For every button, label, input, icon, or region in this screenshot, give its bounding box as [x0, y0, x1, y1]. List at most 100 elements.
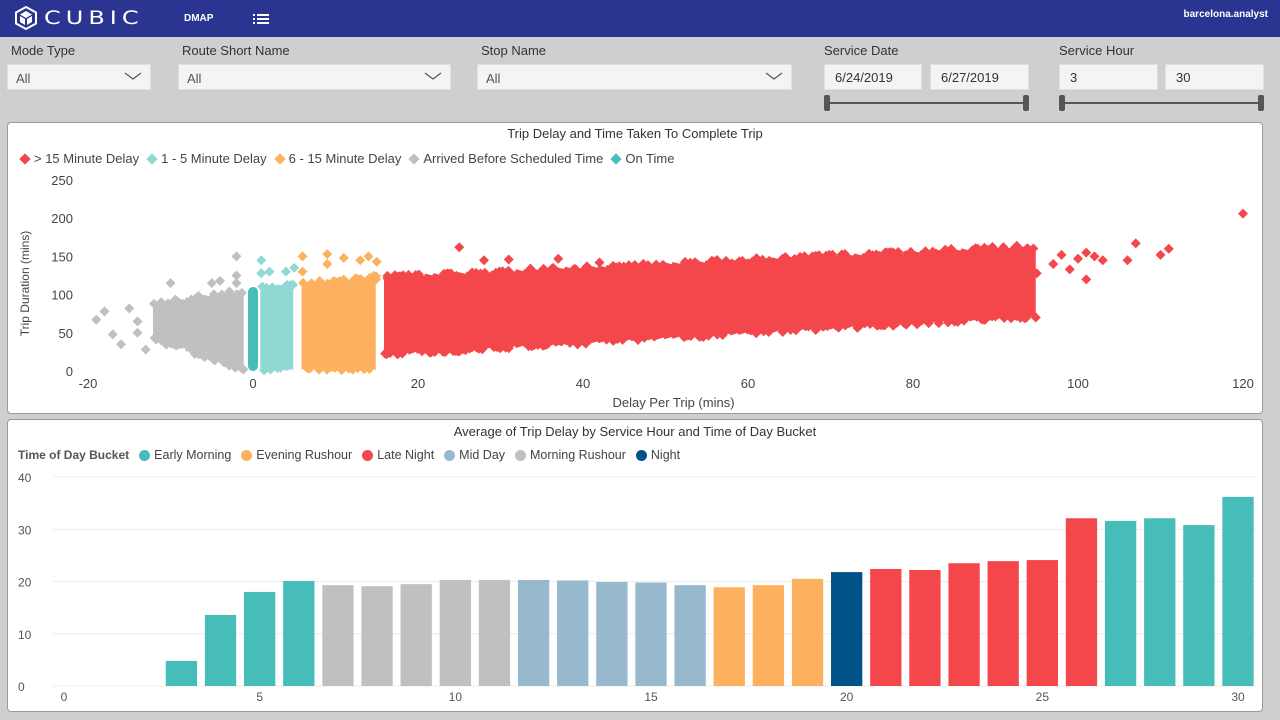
scatter-point[interactable]: [132, 327, 143, 338]
scatter-point[interactable]: [988, 246, 999, 257]
scatter-point[interactable]: [208, 289, 219, 300]
scatter-point[interactable]: [601, 334, 612, 345]
scatter-legend-item[interactable]: 6 - 15 Minute Delay: [273, 151, 401, 166]
scatter-point[interactable]: [892, 317, 903, 328]
scatter-point[interactable]: [451, 270, 462, 281]
scatter-point[interactable]: [651, 259, 662, 270]
scatter-point[interactable]: [907, 250, 918, 261]
scatter-point[interactable]: [564, 337, 575, 348]
bar-hour-14[interactable]: [596, 582, 628, 686]
scatter-point[interactable]: [998, 242, 1009, 253]
scatter-point[interactable]: [479, 267, 490, 278]
scatter-point[interactable]: [403, 269, 414, 280]
scatter-point[interactable]: [417, 346, 428, 357]
scatter-point[interactable]: [1011, 240, 1022, 251]
scatter-point[interactable]: [540, 339, 551, 350]
scatter-legend-item[interactable]: 1 - 5 Minute Delay: [145, 151, 267, 166]
scatter-point[interactable]: [257, 281, 268, 292]
scatter-point[interactable]: [359, 364, 370, 375]
scatter-point[interactable]: [1238, 208, 1248, 219]
scatter-point[interactable]: [538, 263, 549, 274]
bar-hour-30[interactable]: [1222, 496, 1254, 686]
scatter-point[interactable]: [352, 363, 363, 374]
scatter-point[interactable]: [912, 319, 923, 330]
scatter-point[interactable]: [260, 362, 271, 373]
scatter-point[interactable]: [985, 310, 996, 321]
bar-hour-17[interactable]: [713, 587, 745, 686]
scatter-point[interactable]: [267, 282, 278, 293]
scatter-point[interactable]: [970, 243, 981, 254]
scatter-point[interactable]: [685, 313, 696, 324]
scatter-point[interactable]: [91, 314, 102, 325]
scatter-point[interactable]: [322, 249, 333, 260]
scatter-point[interactable]: [314, 364, 325, 375]
scatter-point[interactable]: [943, 317, 954, 328]
route-short-name-dropdown[interactable]: All: [178, 64, 451, 90]
scatter-point[interactable]: [720, 255, 731, 266]
scatter-point[interactable]: [608, 335, 619, 346]
scatter-point[interactable]: [224, 360, 235, 371]
scatter-point[interactable]: [381, 349, 392, 360]
scatter-point[interactable]: [492, 342, 503, 353]
bar-legend-item[interactable]: Mid Day: [440, 448, 505, 462]
scatter-point[interactable]: [990, 311, 1001, 322]
scatter-point[interactable]: [878, 319, 889, 330]
scatter-point[interactable]: [434, 343, 445, 354]
scatter-point[interactable]: [940, 244, 951, 255]
scatter-point[interactable]: [215, 353, 226, 364]
scatter-point[interactable]: [930, 248, 941, 259]
scatter-point[interactable]: [644, 310, 654, 321]
scatter-point[interactable]: [965, 259, 976, 270]
slider-handle-start[interactable]: [1059, 95, 1065, 111]
scatter-point[interactable]: [280, 281, 291, 292]
scatter-point[interactable]: [933, 318, 944, 329]
scatter-point[interactable]: [1097, 255, 1108, 266]
scatter-point[interactable]: [568, 264, 579, 275]
service-hour-slider[interactable]: [1059, 95, 1264, 111]
scatter-point[interactable]: [572, 339, 583, 350]
scatter-point[interactable]: [107, 329, 118, 340]
scatter-point[interactable]: [633, 335, 644, 346]
scatter-point[interactable]: [815, 252, 826, 263]
scatter-point[interactable]: [231, 270, 242, 281]
scatter-point[interactable]: [477, 344, 488, 355]
scatter-point[interactable]: [629, 260, 640, 271]
scatter-point[interactable]: [338, 274, 349, 285]
bar-hour-16[interactable]: [674, 585, 706, 686]
scatter-point[interactable]: [1155, 249, 1166, 260]
scatter-point[interactable]: [169, 338, 180, 349]
scatter-point[interactable]: [867, 250, 878, 261]
list-menu-icon[interactable]: [253, 13, 269, 25]
scatter-point[interactable]: [392, 349, 403, 360]
service-date-start-input[interactable]: 6/24/2019: [824, 64, 922, 90]
scatter-point[interactable]: [903, 317, 914, 328]
scatter-point[interactable]: [999, 312, 1010, 323]
bar-hour-8[interactable]: [361, 586, 393, 686]
scatter-point[interactable]: [297, 266, 308, 277]
scatter-point[interactable]: [923, 318, 934, 329]
scatter-point[interactable]: [1031, 268, 1042, 279]
scatter-point[interactable]: [503, 265, 514, 276]
scatter-point[interactable]: [580, 338, 591, 349]
scatter-point[interactable]: [116, 339, 126, 350]
scatter-point[interactable]: [261, 282, 272, 293]
scatter-point[interactable]: [364, 363, 375, 374]
scatter-point[interactable]: [338, 252, 349, 263]
scatter-point[interactable]: [336, 365, 347, 376]
scatter-point[interactable]: [556, 336, 567, 347]
scatter-point[interactable]: [683, 330, 694, 341]
scatter-point[interactable]: [306, 278, 317, 289]
scatter-point[interactable]: [685, 257, 696, 268]
scatter-point[interactable]: [289, 262, 300, 273]
scatter-point[interactable]: [920, 246, 931, 257]
scatter-point[interactable]: [623, 260, 634, 271]
scatter-point[interactable]: [777, 327, 788, 338]
scatter-point[interactable]: [594, 257, 605, 268]
scatter-point[interactable]: [803, 321, 814, 332]
scatter-point[interactable]: [157, 301, 168, 312]
scatter-point[interactable]: [165, 278, 176, 289]
bar-hour-26[interactable]: [1065, 518, 1098, 686]
scatter-point[interactable]: [1081, 247, 1092, 258]
scatter-point[interactable]: [467, 267, 478, 278]
scatter-point[interactable]: [796, 254, 807, 265]
